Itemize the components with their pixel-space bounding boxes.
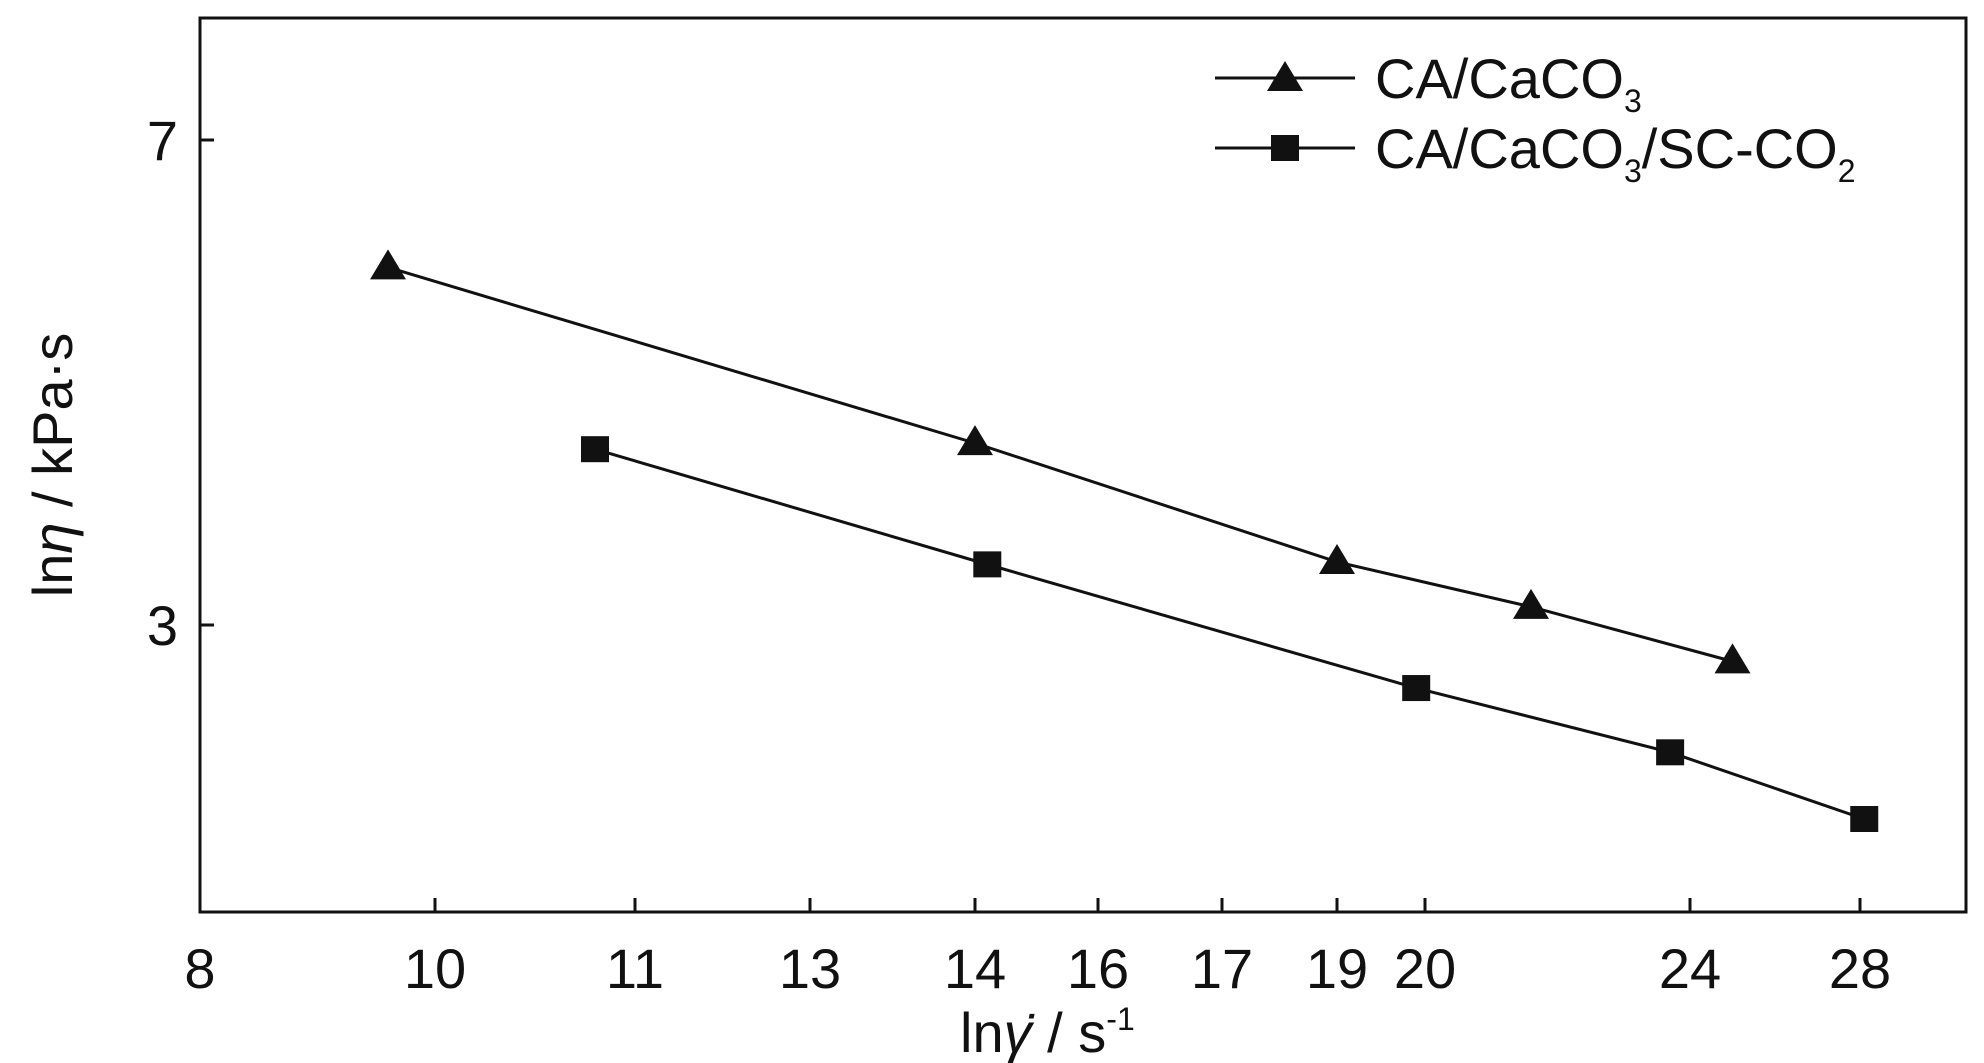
x-axis: 8 10 11 13 14 16 17 19 20 24 28 [184, 898, 1891, 1000]
y-tick-label: 3 [147, 594, 178, 657]
x-tick-label: 20 [1394, 937, 1456, 1000]
data-point-triangle [957, 425, 993, 456]
x-tick-label: 24 [1659, 937, 1721, 1000]
legend-square-marker [1271, 135, 1299, 161]
x-tick-label: 10 [404, 937, 466, 1000]
legend: CA/CaCO3 CA/CaCO3/SC-CO2 [1215, 47, 1856, 189]
y-axis: 73 [147, 109, 214, 657]
x-axis-label: lnγ̇ / s-1 [960, 1001, 1135, 1063]
x-tick-label: 16 [1067, 937, 1129, 1000]
x-tick-label: 8 [184, 937, 215, 1000]
x-tick-label: 19 [1306, 937, 1368, 1000]
y-axis-label: lnη / kPa·s [21, 333, 84, 598]
legend-label-ca-caco3: CA/CaCO3 [1375, 47, 1642, 119]
data-point-square [1850, 806, 1879, 832]
data-point-square [581, 436, 609, 463]
data-point-triangle [370, 249, 406, 280]
series-layer [370, 249, 1879, 832]
data-point-square [1402, 675, 1431, 702]
x-tick-label: 13 [779, 937, 841, 1000]
data-point-triangle [1714, 643, 1751, 674]
legend-label-ca-caco3-sc-co2: CA/CaCO3/SC-CO2 [1375, 117, 1856, 189]
y-tick-label: 7 [147, 109, 178, 172]
x-tick-label: 11 [606, 937, 664, 1000]
x-tick-label: 17 [1191, 937, 1253, 1000]
legend-triangle-marker [1267, 61, 1303, 91]
x-tick-label: 14 [944, 937, 1006, 1000]
data-point-square [973, 551, 1002, 578]
x-tick-label: 28 [1829, 937, 1891, 1000]
plot-frame [198, 16, 1968, 914]
data-point-square [1656, 739, 1685, 766]
data-point-triangle [1513, 588, 1549, 619]
data-point-triangle [1319, 543, 1355, 574]
